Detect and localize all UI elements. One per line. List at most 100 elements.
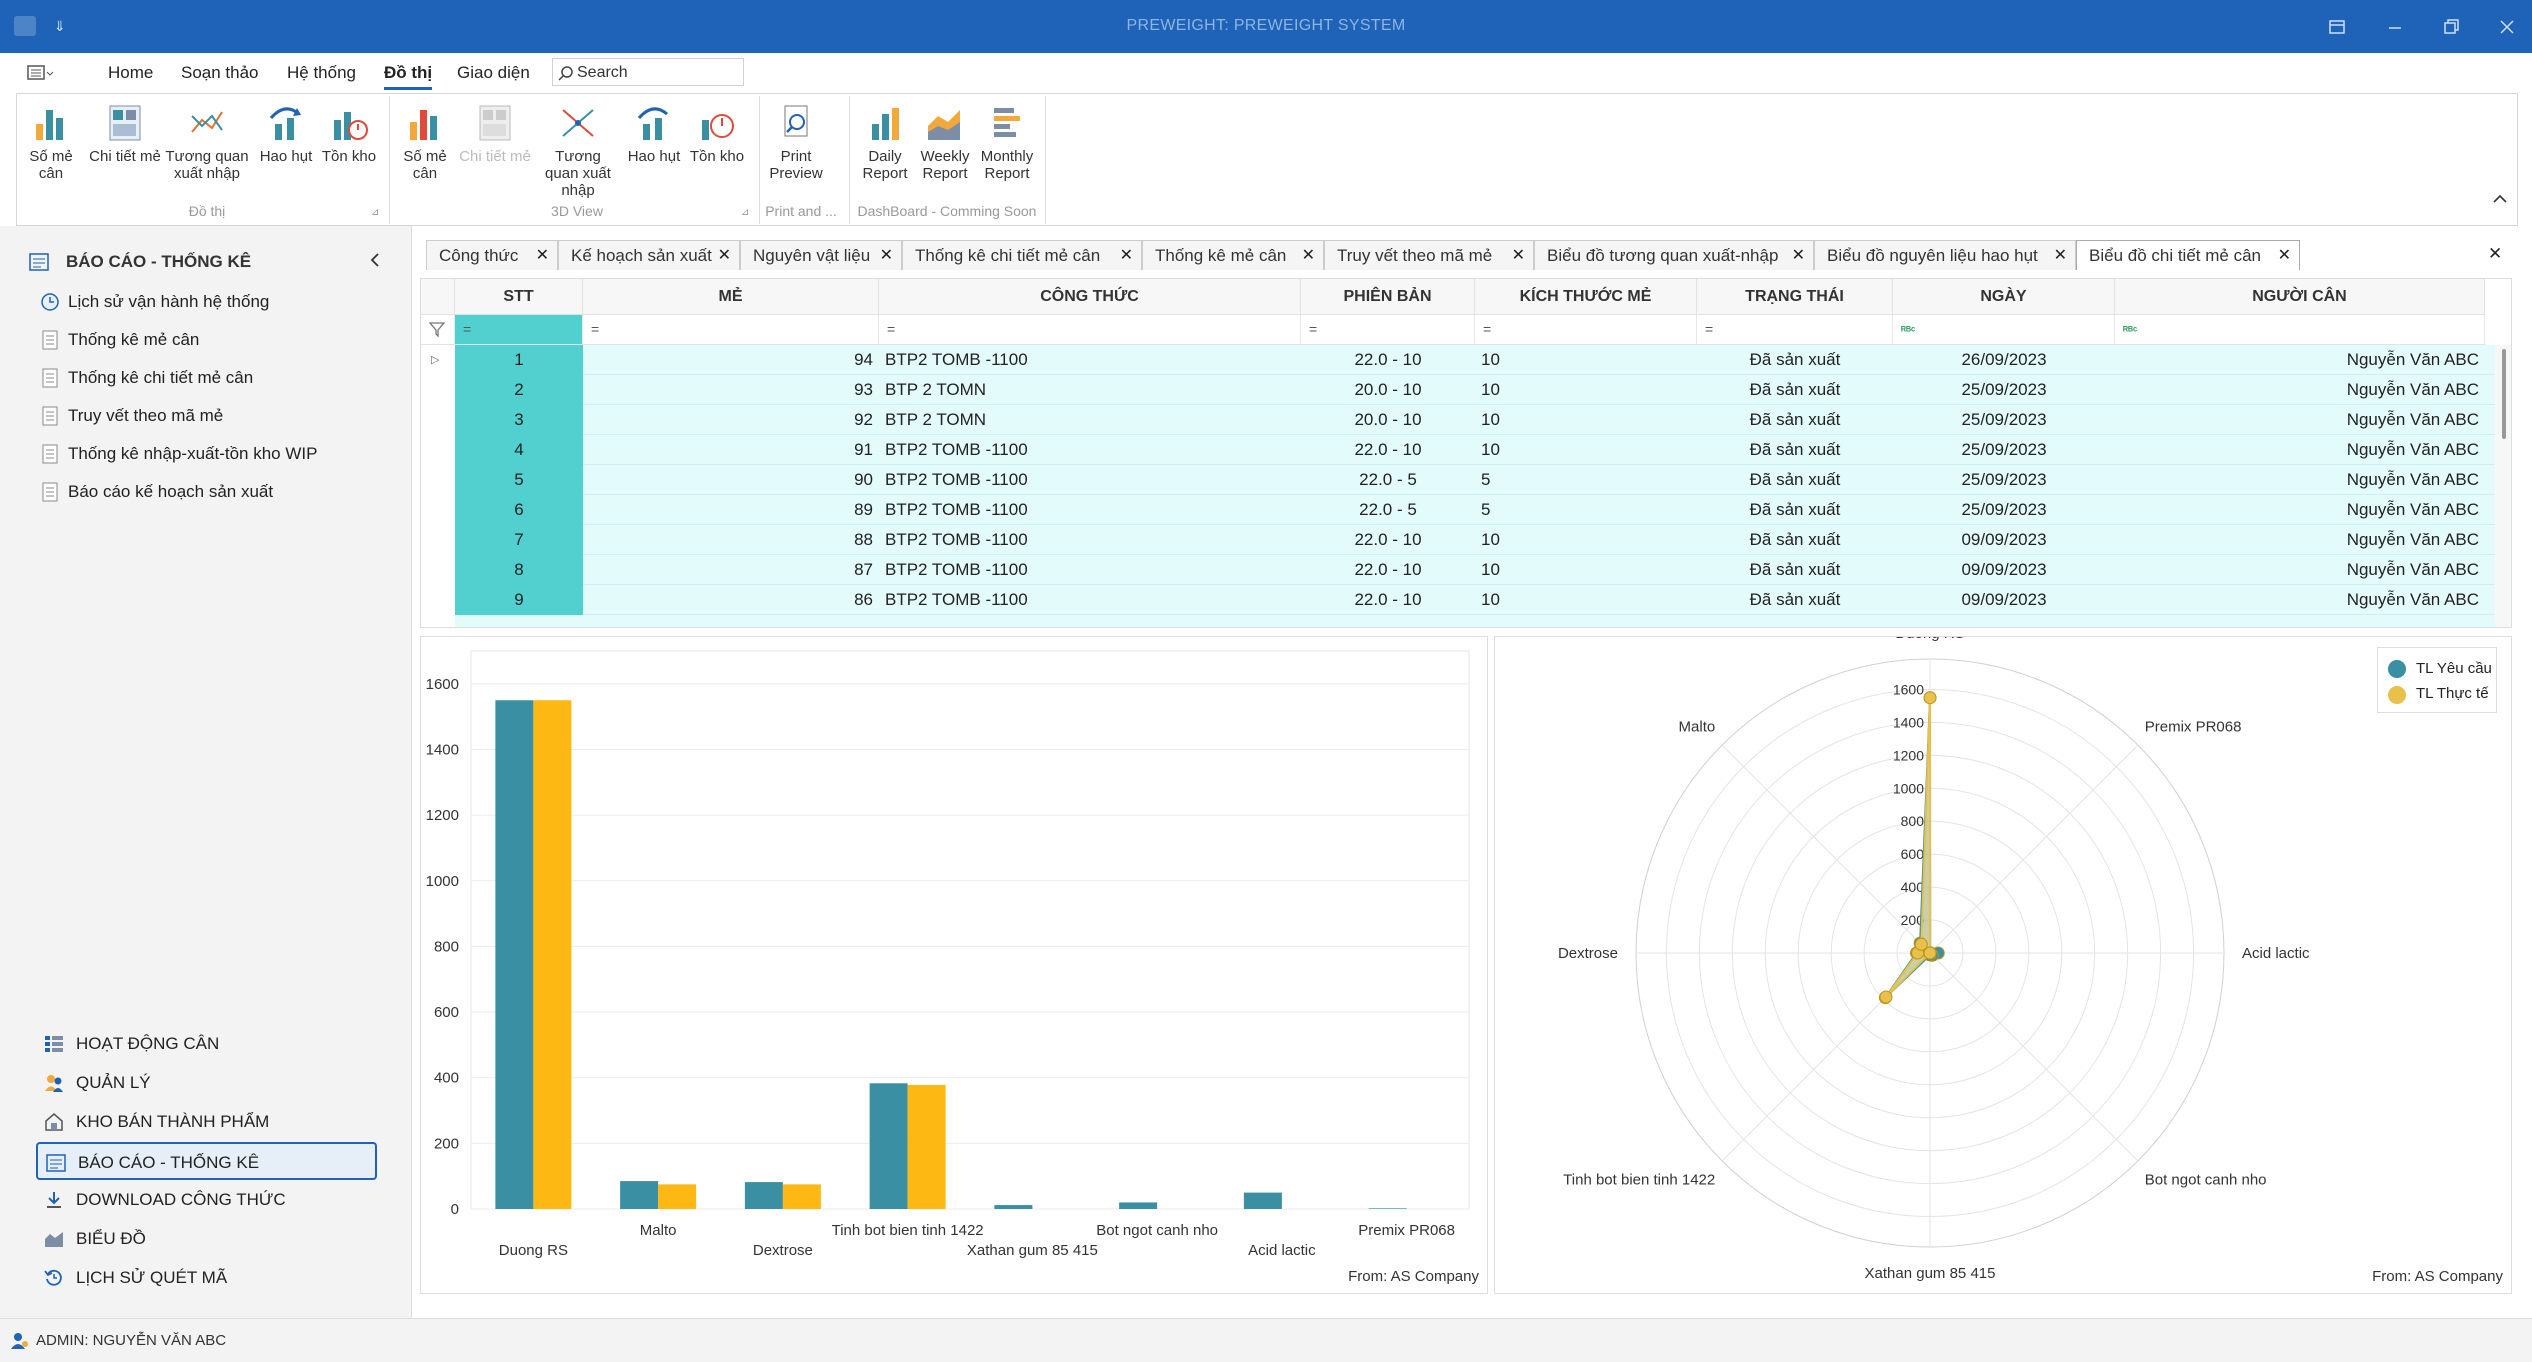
sidebar-item-thong-ke-chi-tiet[interactable]: Thống kê chi tiết mẻ cân [40,364,253,392]
sidebar-item-thong-ke-me-can[interactable]: Thống kê mẻ cân [40,326,199,354]
cell-kich-thuoc[interactable]: 5 [1481,470,1491,489]
ribbon-3d-hao-hut-button[interactable]: Hao hụt [623,102,685,165]
filter-cell-me[interactable]: = [583,315,879,345]
cell-trang-thai[interactable]: Đã sản xuất [1749,530,1841,549]
cell-kich-thuoc[interactable]: 10 [1481,530,1500,549]
cell-stt[interactable]: 1 [455,345,583,375]
cell-cong-thuc[interactable]: BTP2 TOMB -1100 [885,590,1028,609]
cell-me[interactable]: 90 [854,470,873,489]
cell-ngay[interactable]: 25/09/2023 [1961,380,2047,399]
cell-stt[interactable]: 3 [455,405,583,435]
cell-cong-thuc[interactable]: BTP 2 TOMN [885,380,987,399]
nav-hoat-dong-can[interactable]: HOẠT ĐỘNG CÂN [36,1025,377,1063]
nav-kho-ban-thanh-pham[interactable]: KHO BÁN THÀNH PHẨM [36,1103,377,1141]
cell-nguoi-can[interactable]: Nguyễn Văn ABC [2346,440,2479,459]
cell-stt[interactable]: 5 [455,465,583,495]
collapse-sidebar-icon[interactable] [366,250,384,270]
cell-me[interactable]: 91 [854,440,873,459]
close-tab-icon[interactable]: ✕ [2277,247,2291,264]
cell-me[interactable]: 92 [854,410,873,429]
cell-cong-thuc[interactable]: BTP2 TOMB -1100 [885,470,1028,489]
table-row[interactable]: 1 94 BTP2 TOMB -1100 22.0 - 10 10 Đã sản xuất… [455,345,2495,375]
nav-lich-su-quet-ma[interactable]: LỊCH SỬ QUÉT MÃ [36,1259,377,1297]
cell-ngay[interactable]: 25/09/2023 [1961,500,2047,519]
cell-stt[interactable]: 6 [455,495,583,525]
nav-bieu-do[interactable]: BIỂU ĐỒ [36,1220,377,1258]
ribbon-so-me-can-button[interactable]: Số mẻ cân [17,102,85,182]
ribbon-ton-kho-button[interactable]: Tồn kho [317,102,381,165]
tab-bieu-do-tuong-quan[interactable]: Biểu đồ tương quan xuất-nhập ✕ [1534,240,1814,270]
table-row[interactable]: 7 88 BTP2 TOMB -1100 22.0 - 10 10 Đã sản xuất… [455,525,2495,555]
tab-thong-ke-me-can[interactable]: Thống kê mẻ cân ✕ [1142,240,1324,270]
cell-trang-thai[interactable]: Đã sản xuất [1749,380,1841,399]
ribbon-daily-report-button[interactable]: Daily Report [855,102,915,182]
cell-nguoi-can[interactable]: Nguyễn Văn ABC [2346,590,2479,609]
cell-ngay[interactable]: 25/09/2023 [1961,440,2047,459]
cell-phien-ban[interactable]: 20.0 - 10 [1354,380,1422,399]
minimize-icon[interactable] [2382,14,2408,40]
cell-ngay[interactable]: 25/09/2023 [1961,410,2047,429]
ribbon-print-preview-button[interactable]: Print Preview [763,102,829,182]
table-row[interactable]: 4 91 BTP2 TOMB -1100 22.0 - 10 10 Đã sản xuất… [455,435,2495,465]
cell-phien-ban[interactable]: 22.0 - 5 [1359,500,1417,519]
cell-me[interactable]: 86 [854,590,873,609]
tab-ke-hoach-san-xuat[interactable]: Kế hoạch sản xuất ✕ [558,240,740,270]
filter-cell-phien-ban[interactable]: = [1301,315,1475,345]
close-tab-icon[interactable]: ✕ [879,247,893,264]
cell-nguoi-can[interactable]: Nguyễn Văn ABC [2346,350,2479,369]
table-row[interactable]: 3 92 BTP 2 TOMN 20.0 - 10 10 Đã sản xuất 25/09… [455,405,2495,435]
tab-cong-thuc[interactable]: Công thức ✕ [426,240,558,270]
ribbon-chi-tiet-me-button[interactable]: Chi tiết mẻ [85,102,165,165]
menu-he-thong[interactable]: Hệ thống [287,63,356,82]
close-tab-icon[interactable]: ✕ [1119,247,1133,264]
cell-ngay[interactable]: 09/09/2023 [1961,560,2047,579]
filter-icon[interactable] [421,315,455,345]
nav-quan-ly[interactable]: QUẢN LÝ [36,1064,377,1102]
sidebar-item-lich-su[interactable]: Lịch sử vận hành hệ thống [40,288,269,316]
nav-bao-cao-thong-ke[interactable]: BÁO CÁO - THỐNG KÊ [36,1142,377,1180]
close-tab-icon[interactable]: ✕ [717,247,731,264]
app-menu-icon[interactable] [26,63,56,83]
group-expander-icon[interactable]: ⊿ [741,207,750,218]
scrollbar-thumb[interactable] [2502,349,2506,439]
column-header-trang-thai[interactable]: TRẠNG THÁI [1697,279,1893,315]
cell-nguoi-can[interactable]: Nguyễn Văn ABC [2346,530,2479,549]
ribbon-3d-tuong-quan-button[interactable]: Tương quan xuất nhập [537,102,619,199]
cell-phien-ban[interactable]: 22.0 - 10 [1354,350,1422,369]
cell-phien-ban[interactable]: 22.0 - 10 [1354,530,1422,549]
cell-cong-thuc[interactable]: BTP2 TOMB -1100 [885,440,1028,459]
cell-me[interactable]: 88 [854,530,873,549]
cell-stt[interactable]: 4 [455,435,583,465]
cell-cong-thuc[interactable]: BTP2 TOMB -1100 [885,500,1028,519]
cell-cong-thuc[interactable]: BTP 2 TOMN [885,410,987,429]
cell-stt[interactable]: 9 [455,585,583,615]
cell-trang-thai[interactable]: Đã sản xuất [1749,470,1841,489]
table-row[interactable]: 5 90 BTP2 TOMB -1100 22.0 - 5 5 Đã sản xuất 25… [455,465,2495,495]
cell-kich-thuoc[interactable]: 10 [1481,560,1500,579]
restore-icon[interactable] [2438,14,2464,40]
cell-trang-thai[interactable]: Đã sản xuất [1749,500,1841,519]
cell-phien-ban[interactable]: 22.0 - 10 [1354,440,1422,459]
cell-ngay[interactable]: 09/09/2023 [1961,530,2047,549]
cell-me[interactable]: 89 [854,500,873,519]
app-icon[interactable] [14,16,36,36]
column-header-kich-thuoc-me[interactable]: KÍCH THƯỚC MẺ [1475,279,1697,315]
tab-truy-vet-theo-ma-me[interactable]: Truy vết theo mã mẻ ✕ [1324,240,1534,270]
filter-cell-nguoi-can[interactable]: ᴿᴮᶜ [2115,315,2485,345]
cell-me[interactable]: 94 [854,350,873,369]
menu-do-thi[interactable]: Đồ thị [384,63,433,90]
close-icon[interactable] [2494,14,2520,40]
column-header-cong-thuc[interactable]: CÔNG THỨC [879,279,1301,315]
collapse-ribbon-icon[interactable] [2491,192,2509,206]
quick-access-icon[interactable]: ⇓ [54,18,66,34]
cell-kich-thuoc[interactable]: 10 [1481,590,1500,609]
cell-cong-thuc[interactable]: BTP2 TOMB -1100 [885,560,1028,579]
vertical-scrollbar[interactable] [2495,345,2511,627]
cell-nguoi-can[interactable]: Nguyễn Văn ABC [2346,410,2479,429]
close-tab-icon[interactable]: ✕ [1511,247,1525,264]
column-header-me[interactable]: MẺ [583,279,879,315]
ribbon-tuong-quan-button[interactable]: Tương quan xuất nhập [165,102,249,182]
ribbon-hao-hut-button[interactable]: Hao hụt [255,102,317,165]
ribbon-3d-ton-kho-button[interactable]: Tồn kho [685,102,749,165]
ribbon-display-icon[interactable] [2324,14,2350,40]
